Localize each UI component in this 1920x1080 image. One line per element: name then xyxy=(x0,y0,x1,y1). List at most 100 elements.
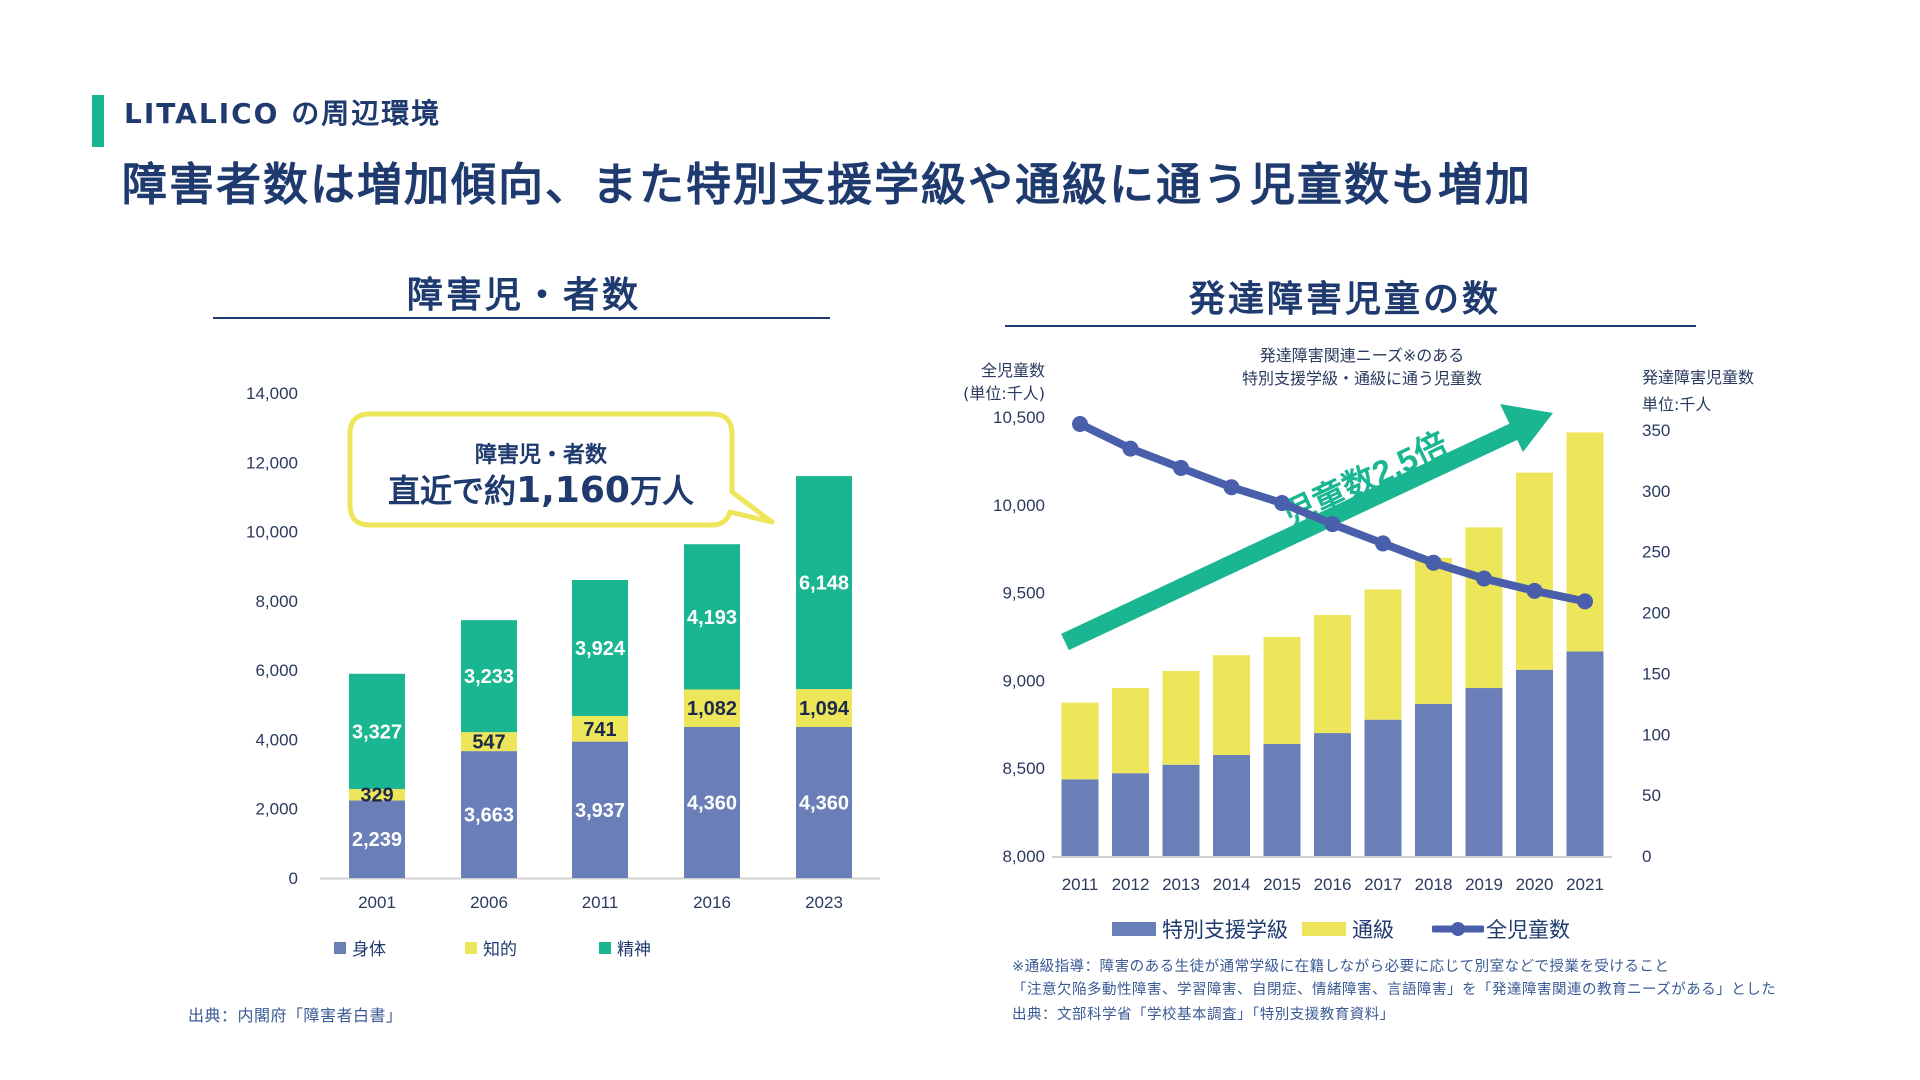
bar-2013-特別支援学級 xyxy=(1162,764,1200,856)
all-children-point-2016 xyxy=(1324,516,1341,533)
left-axis-tick-label: 8,000 xyxy=(1002,847,1045,866)
bar-2001-知的 xyxy=(349,789,405,801)
bar-2013-通級 xyxy=(1162,670,1200,765)
legend-swatch-intellectual xyxy=(465,941,477,954)
bar-2020-特別支援学級 xyxy=(1516,669,1553,856)
right-axis-tick-label: 200 xyxy=(1642,604,1670,623)
data-label: 3,937 xyxy=(575,800,625,822)
bar-2014-特別支援学級 xyxy=(1213,754,1250,856)
callout-prefix: 直近で約 xyxy=(388,472,517,510)
bar-2018-特別支援学級 xyxy=(1415,703,1452,856)
y-tick-label: 10,000 xyxy=(246,523,298,542)
legend-item-resource-room: 通級 xyxy=(1302,914,1394,944)
bar-2011-知的 xyxy=(572,715,628,742)
data-label: 4,360 xyxy=(799,792,849,814)
legend-label-resource-room: 通級 xyxy=(1352,918,1394,942)
right-source: 出典：文部科学省「学校基本調査」「特別支援教育資料」 xyxy=(1012,1007,1395,1023)
bar-2018-通級 xyxy=(1415,557,1452,704)
right-axis-tick-label: 150 xyxy=(1642,664,1670,683)
data-label: 3,924 xyxy=(575,638,626,660)
left-axis-tick-label: 10,500 xyxy=(993,408,1045,427)
all-children-point-2011 xyxy=(1072,416,1088,433)
x-tick-label: 2021 xyxy=(1566,875,1604,894)
header-accent-bar xyxy=(92,95,104,147)
left-source: 出典：内閣府「障害者白書」 xyxy=(188,1006,403,1025)
bar-2017-通級 xyxy=(1364,589,1402,720)
legend-swatch-physical xyxy=(334,941,346,954)
callout-line2: 直近で約1,160万人 xyxy=(388,466,694,512)
right-panel-divider xyxy=(1005,325,1696,327)
bar-2012-特別支援学級 xyxy=(1112,773,1149,856)
data-label: 741 xyxy=(583,719,616,741)
x-tick-label: 2001 xyxy=(358,893,396,912)
data-label: 2,239 xyxy=(352,829,402,851)
left-axis-title-line1: 全児童数 xyxy=(980,361,1045,380)
x-tick-label: 2018 xyxy=(1415,875,1453,894)
legend-swatch-special-class xyxy=(1112,922,1156,936)
x-tick-label: 2016 xyxy=(1314,875,1352,894)
x-tick-label: 2016 xyxy=(693,893,731,912)
bar-2021-特別支援学級 xyxy=(1566,651,1604,856)
right-chart-subtitle-line2: 特別支援学級・通級に通う児童数 xyxy=(1241,369,1483,388)
right-axis-tick-label: 50 xyxy=(1642,786,1661,805)
left-axis-title-line2: (単位:千人) xyxy=(963,384,1045,403)
right-axis-tick-label: 100 xyxy=(1642,725,1670,744)
bar-2001-身体 xyxy=(349,800,405,878)
legend-item-special-class: 特別支援学級 xyxy=(1112,914,1288,944)
left-axis-tick-label: 9,000 xyxy=(1002,671,1045,690)
callout-bubble-shape xyxy=(347,411,775,528)
left-axis-tick-label: 10,000 xyxy=(993,496,1045,515)
left-axis-tick-label: 9,500 xyxy=(1002,584,1045,603)
right-axis-tick-label: 300 xyxy=(1642,482,1670,501)
all-children-point-2020 xyxy=(1526,582,1543,599)
data-label: 3,233 xyxy=(464,666,514,688)
legend-item-intellectual: 知的 xyxy=(465,935,517,960)
data-label: 4,193 xyxy=(687,607,737,629)
bar-2014-通級 xyxy=(1213,655,1250,755)
bar-2015-通級 xyxy=(1263,636,1301,745)
y-tick-label: 0 xyxy=(289,869,298,888)
x-tick-label: 2023 xyxy=(805,893,843,912)
all-children-point-2013 xyxy=(1173,459,1189,476)
right-axis-tick-label: 350 xyxy=(1642,421,1670,440)
legend-label-all-children: 全児童数 xyxy=(1486,918,1570,942)
footnote-2: 「注意欠陥多動性障害、学習障害、自閉症、情緒障害、言語障害」を「発達障害関連の教… xyxy=(1012,982,1777,998)
all-children-point-2021 xyxy=(1577,593,1593,610)
data-label: 547 xyxy=(472,732,505,754)
y-tick-label: 2,000 xyxy=(255,800,298,819)
data-label: 1,082 xyxy=(687,698,737,720)
legend-label-physical: 身体 xyxy=(352,940,386,960)
bar-2016-精神 xyxy=(684,544,740,690)
bar-2016-特別支援学級 xyxy=(1314,733,1351,856)
page-title: 障害者数は増加傾向、また特別支援学級や通級に通う児童数も増加 xyxy=(122,158,1533,211)
x-tick-label: 2020 xyxy=(1516,875,1554,894)
right-axis-title-line2: 単位:千人 xyxy=(1642,395,1712,414)
x-tick-label: 2017 xyxy=(1364,875,1402,894)
legend-line-marker-icon xyxy=(1432,922,1484,936)
x-tick-label: 2013 xyxy=(1162,875,1200,894)
right-panel-title: 発達障害児童の数 xyxy=(1188,279,1502,320)
bar-2012-通級 xyxy=(1112,688,1149,774)
callout-suffix: 万人 xyxy=(629,472,694,510)
all-children-point-2019 xyxy=(1476,570,1492,587)
legend-item-physical: 身体 xyxy=(334,935,386,960)
bar-2019-特別支援学級 xyxy=(1465,688,1503,856)
footnote-1: ※通級指導：障害のある生徒が通常学級に在籍しながら必要に応じて別室などで授業を受… xyxy=(1012,959,1670,975)
legend-item-mental: 精神 xyxy=(599,935,651,960)
data-label: 3,663 xyxy=(464,805,514,827)
left-chart: 02,0004,0006,0008,00010,00012,00014,000 … xyxy=(246,384,880,912)
bar-2020-通級 xyxy=(1516,472,1553,670)
callout-bubble xyxy=(347,411,775,528)
right-chart: 8,000 8,500 9,000 9,500 10,000 10,500 0 50 100 1… xyxy=(993,404,1670,894)
legend-swatch-mental xyxy=(599,941,611,954)
all-children-point-2017 xyxy=(1375,535,1391,552)
bar-2016-身体 xyxy=(684,726,740,878)
bar-2015-特別支援学級 xyxy=(1263,744,1301,856)
growth-arrow-shaft xyxy=(1061,422,1519,651)
bar-2016-通級 xyxy=(1314,615,1351,734)
bar-2021-通級 xyxy=(1566,432,1604,652)
right-chart-subtitle-line1: 発達障害関連ニーズ※のある xyxy=(1259,346,1465,365)
bar-2011-精神 xyxy=(572,580,628,716)
x-tick-label: 2012 xyxy=(1112,875,1150,894)
y-tick-label: 6,000 xyxy=(255,661,298,680)
